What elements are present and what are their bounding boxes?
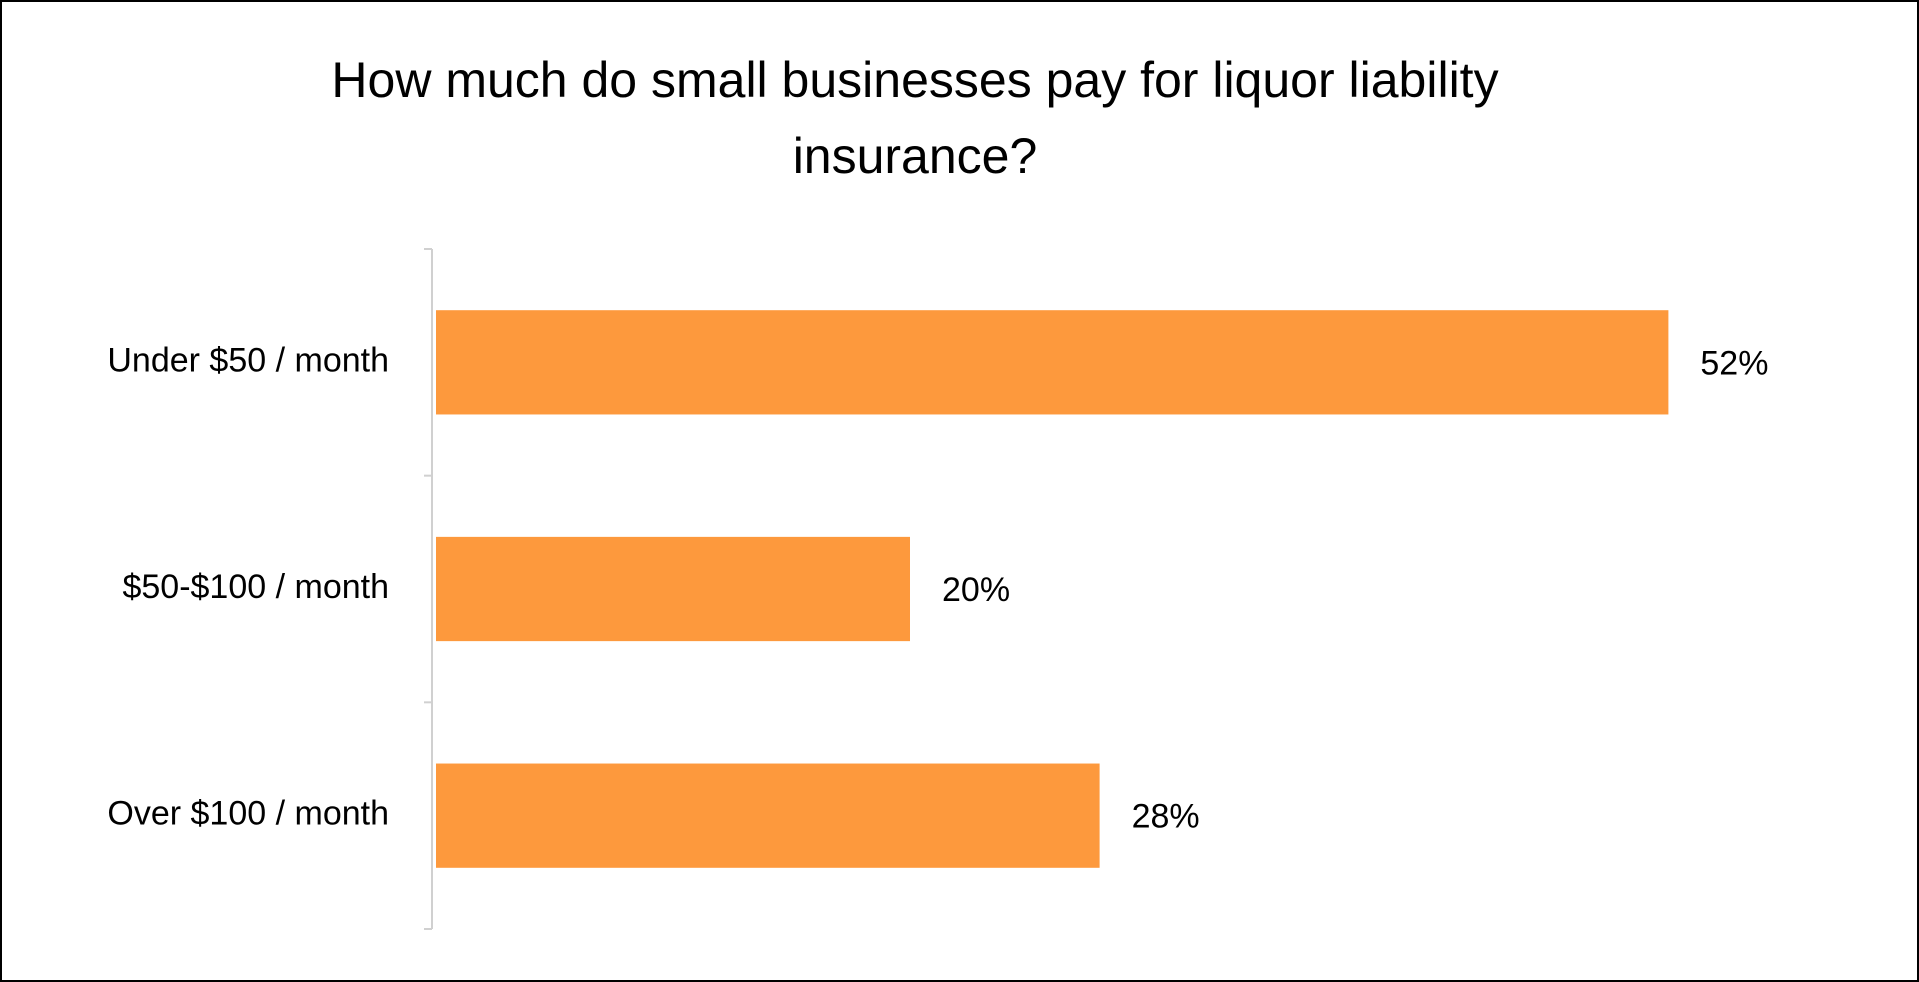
value-label: 28% (1132, 798, 1200, 836)
chart-title: How much do small businesses pay for liq… (331, 52, 1499, 184)
y-tick-label: $50-$100 / month (122, 568, 389, 606)
bar (436, 763, 1100, 868)
bar (436, 536, 910, 642)
y-tick-label: Under $50 / month (107, 341, 389, 379)
y-tick-label: Over $100 / month (107, 795, 389, 833)
bar (436, 310, 1669, 415)
value-label: 20% (942, 571, 1010, 609)
value-label: 52% (1700, 344, 1768, 382)
